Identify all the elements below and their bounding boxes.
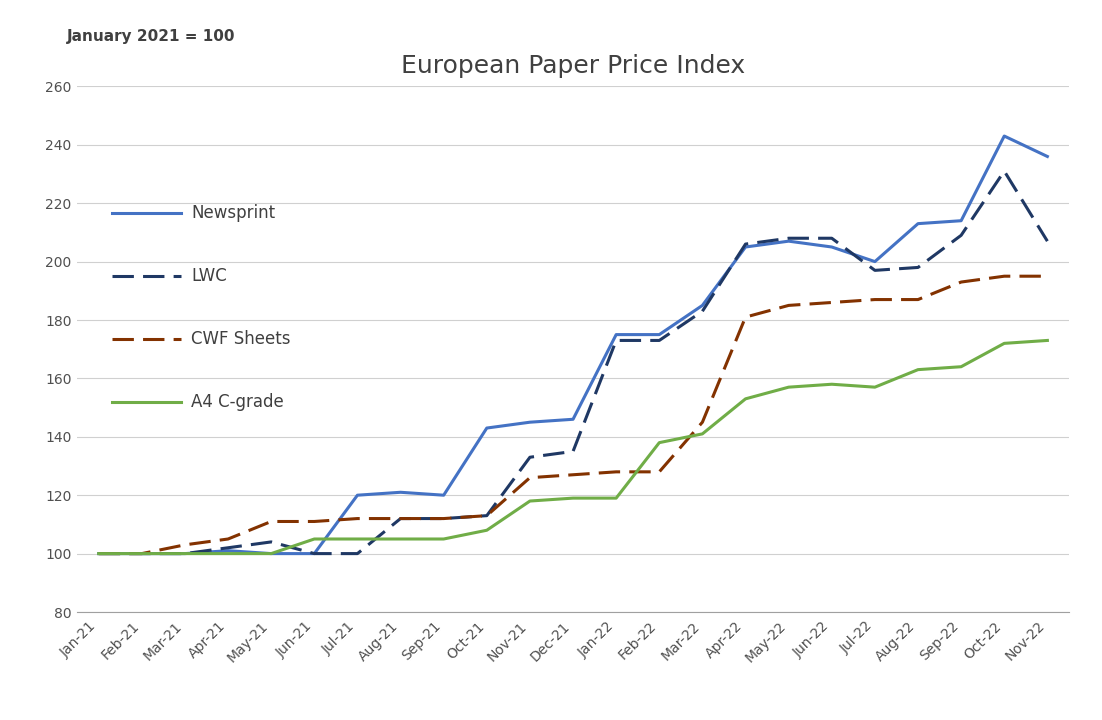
Text: Newsprint: Newsprint <box>192 204 276 222</box>
Text: A4 C-grade: A4 C-grade <box>192 393 284 410</box>
Text: CWF Sheets: CWF Sheets <box>192 330 291 348</box>
Title: European Paper Price Index: European Paper Price Index <box>401 53 745 78</box>
Text: January 2021 = 100: January 2021 = 100 <box>67 30 236 45</box>
Text: LWC: LWC <box>192 266 227 284</box>
